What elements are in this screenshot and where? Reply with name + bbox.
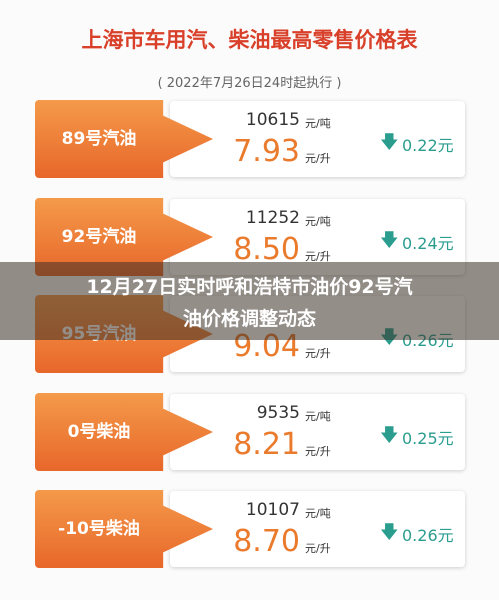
overlay-band: [0, 262, 499, 340]
overlay-text: 油价格调整动态: [182, 308, 316, 330]
price-card: [170, 394, 465, 470]
down-arrow: 🡇: [380, 425, 399, 446]
title: 上海市车用汽、柴油最高零售价格表: [81, 28, 418, 52]
price-per-liter: 8.21: [233, 427, 300, 462]
unit-liter: 元/升: [305, 250, 331, 263]
price-per-ton: 10615: [245, 110, 300, 130]
price-per-liter: 8.50: [233, 232, 300, 267]
price-per-ton: 9535: [256, 403, 300, 423]
fuel-name: -10号柴油: [58, 519, 140, 539]
down-arrow: 🡇: [380, 230, 399, 251]
fuel-name: 0号柴油: [67, 422, 131, 442]
price-per-liter: 8.70: [233, 524, 300, 559]
unit-liter: 元/升: [305, 445, 331, 458]
price-per-liter: 7.93: [233, 134, 300, 169]
fuel-name: 89号汽油: [61, 129, 137, 149]
unit-ton: 元/吨: [305, 117, 331, 130]
price-change: 0.25元: [402, 429, 454, 448]
price-change: 0.22元: [402, 136, 454, 155]
fuel-name: 92号汽油: [61, 227, 137, 247]
overlay-text: 12月27日实时呼和浩特市油价92号汽: [86, 276, 413, 298]
price-change: 0.24元: [402, 234, 454, 253]
unit-ton: 元/吨: [305, 215, 331, 228]
price-per-ton: 11252: [245, 208, 300, 228]
price-per-ton: 10107: [245, 500, 300, 520]
price-card: [170, 491, 465, 567]
unit-ton: 元/吨: [305, 507, 331, 520]
unit-liter: 元/升: [305, 152, 331, 165]
price-change: 0.26元: [402, 526, 454, 545]
unit-liter: 元/升: [305, 542, 331, 555]
price-card: [170, 101, 465, 177]
down-arrow: 🡇: [380, 522, 399, 543]
subtitle: ( 2022年7月26日24时起执行 ): [157, 76, 342, 91]
unit-ton: 元/吨: [305, 410, 331, 423]
unit-liter: 元/升: [305, 347, 331, 360]
down-arrow: 🡇: [380, 132, 399, 153]
